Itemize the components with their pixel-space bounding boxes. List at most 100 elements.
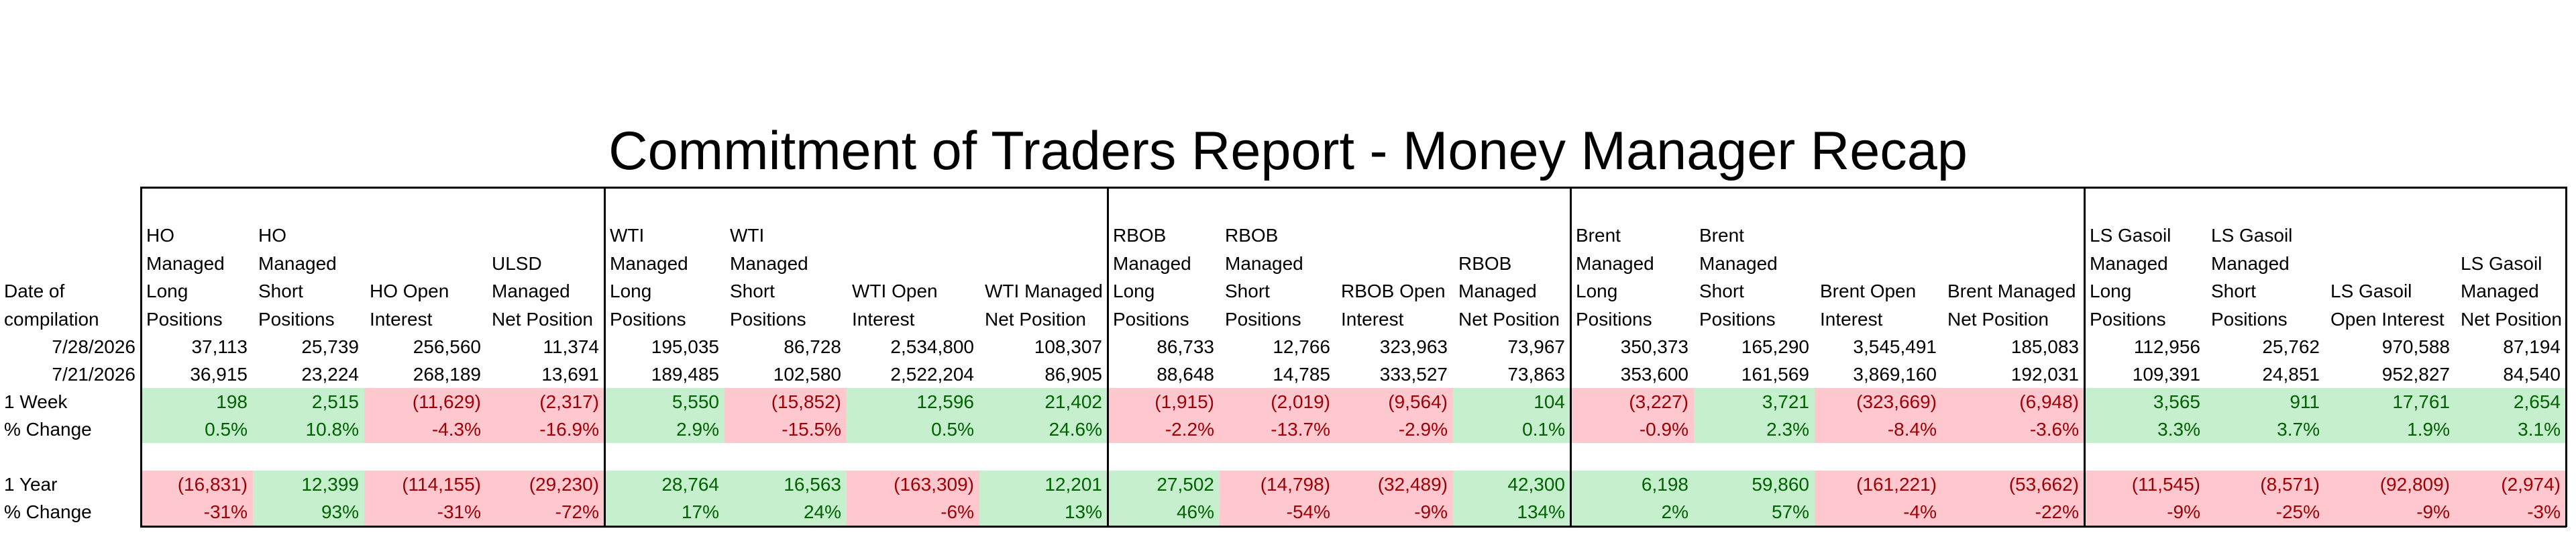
- table-cell: 1.9%: [2325, 416, 2455, 443]
- table-cell: 911: [2206, 388, 2325, 416]
- group-border: [1570, 187, 1572, 527]
- table-cell: 14,785: [1273, 364, 1330, 385]
- table-cell: 27,502: [1108, 471, 1220, 498]
- table-cell: -15.5%: [724, 416, 847, 443]
- table-cell: 102,580: [773, 364, 841, 385]
- table-cell: -8.4%: [1815, 416, 1942, 443]
- table-cell: 16,563: [724, 471, 847, 498]
- group-border: [1107, 187, 1109, 527]
- table-cell: 2,534,800: [890, 336, 974, 357]
- column-header: Brent Managed Short Positions: [1699, 225, 1778, 330]
- table-cell: 3,721: [1694, 388, 1815, 416]
- table-cell: -3%: [2455, 498, 2566, 526]
- table-cell: 189,485: [651, 364, 719, 385]
- table-cell: 0.5%: [141, 416, 253, 443]
- table-cell: 134%: [1453, 498, 1570, 526]
- table-cell: 2.9%: [604, 416, 724, 443]
- table-cell: (114,155): [364, 471, 486, 498]
- table-cell: 195,035: [651, 336, 719, 357]
- column-header: RBOB Open Interest: [1341, 281, 1446, 330]
- table-cell: 25,762: [2262, 336, 2320, 357]
- table-cell: (2,974): [2455, 471, 2566, 498]
- table-cell: -31%: [141, 498, 253, 526]
- table-cell: -72%: [486, 498, 604, 526]
- table-cell: -2.9%: [1336, 416, 1453, 443]
- table-cell: 3,565: [2084, 388, 2206, 416]
- column-header: Brent Open Interest: [1820, 281, 1917, 330]
- table-cell: (53,662): [1942, 471, 2084, 498]
- table-bottom-border: [140, 526, 2567, 528]
- table-cell: 185,083: [2010, 336, 2079, 357]
- table-cell: 161,569: [1741, 364, 1809, 385]
- table-cell: -9%: [2084, 498, 2206, 526]
- table-cell: -13.7%: [1220, 416, 1336, 443]
- table-cell: 93%: [253, 498, 364, 526]
- column-header: RBOB Managed Long Positions: [1113, 225, 1191, 330]
- column-header: LS Gasoil Open Interest: [2330, 281, 2445, 330]
- header-date-of-compilation: Date of compilation: [4, 281, 99, 330]
- table-cell: 952,827: [2381, 364, 2450, 385]
- column-header: WTI Managed Short Positions: [730, 225, 808, 330]
- table-cell: 0.5%: [847, 416, 979, 443]
- table-cell: 104: [1453, 388, 1570, 416]
- table-cell: 17,761: [2325, 388, 2455, 416]
- table-cell: (15,852): [724, 388, 847, 416]
- table-cell: 42,300: [1453, 471, 1570, 498]
- column-header: LS Gasoil Managed Short Positions: [2211, 225, 2293, 330]
- table-cell: -54%: [1220, 498, 1336, 526]
- group-border: [604, 187, 606, 527]
- table-cell: -9%: [2325, 498, 2455, 526]
- table-cell: 108,307: [1034, 336, 1102, 357]
- table-cell: 3,545,491: [1853, 336, 1937, 357]
- table-cell: 109,391: [2132, 364, 2200, 385]
- table-cell: (32,489): [1336, 471, 1453, 498]
- table-cell: 10.8%: [253, 416, 364, 443]
- table-cell: 25,739: [301, 336, 359, 357]
- column-header: ULSD Managed Net Position: [492, 252, 593, 330]
- table-cell: (11,629): [364, 388, 486, 416]
- table-cell: 268,189: [413, 364, 481, 385]
- column-header: HO Managed Long Positions: [146, 225, 225, 330]
- table-cell: (8,571): [2206, 471, 2325, 498]
- table-cell: 21,402: [979, 388, 1108, 416]
- table-cell: 86,728: [784, 336, 841, 357]
- table-cell: -0.9%: [1570, 416, 1694, 443]
- table-cell: 3.3%: [2084, 416, 2206, 443]
- table-cell: 5,550: [604, 388, 724, 416]
- table-cell: 46%: [1108, 498, 1220, 526]
- table-cell: 84,540: [2503, 364, 2561, 385]
- table-cell: 28,764: [604, 471, 724, 498]
- column-header: HO Open Interest: [370, 281, 449, 330]
- column-header: LS Gasoil Managed Net Position: [2461, 252, 2562, 330]
- table-cell: (29,230): [486, 471, 604, 498]
- table-cell: 2,654: [2455, 388, 2566, 416]
- table-cell: 87,194: [2503, 336, 2561, 357]
- table-cell: 353,600: [1620, 364, 1688, 385]
- table-cell: -9%: [1336, 498, 1453, 526]
- table-cell: 2,522,204: [890, 364, 974, 385]
- table-cell: 13%: [979, 498, 1108, 526]
- table-cell: 59,860: [1694, 471, 1815, 498]
- table-cell: (2,019): [1220, 388, 1336, 416]
- table-cell: (9,564): [1336, 388, 1453, 416]
- table-cell: 3.7%: [2206, 416, 2325, 443]
- table-cell: 17%: [604, 498, 724, 526]
- table-cell: 86,733: [1157, 336, 1214, 357]
- column-header: RBOB Managed Short Positions: [1225, 225, 1303, 330]
- table-cell: 970,588: [2381, 336, 2450, 357]
- table-cell: 0.1%: [1453, 416, 1570, 443]
- table-cell: (163,309): [847, 471, 979, 498]
- table-cell: 11,374: [543, 336, 599, 357]
- table-cell: 36,915: [190, 364, 248, 385]
- table-cell: 198: [141, 388, 253, 416]
- table-cell: 2.3%: [1694, 416, 1815, 443]
- table-cell: 12,766: [1273, 336, 1330, 357]
- column-header: WTI Managed Net Position: [985, 281, 1103, 330]
- table-cell: 12,399: [253, 471, 364, 498]
- row-label: 1 Year: [4, 474, 58, 495]
- table-cell: 112,956: [2133, 336, 2200, 357]
- column-header: Brent Managed Long Positions: [1576, 225, 1654, 330]
- table-cell: 24%: [724, 498, 847, 526]
- table-cell: (323,669): [1815, 388, 1942, 416]
- row-label: 7/21/2026: [52, 364, 136, 385]
